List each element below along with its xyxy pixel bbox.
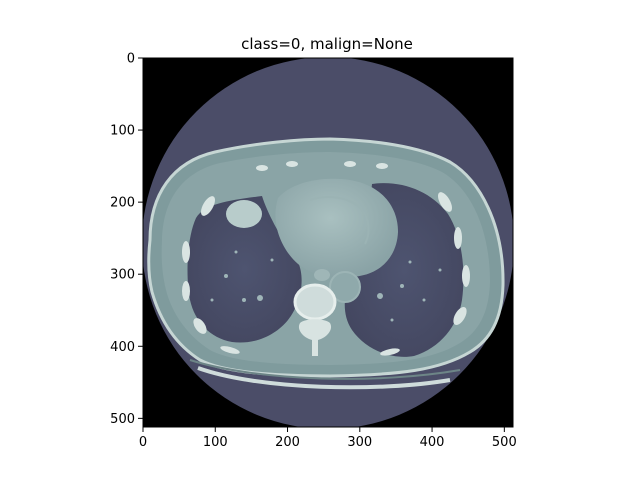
ct-image [143, 58, 513, 427]
y-tick-label: 400 [110, 340, 135, 355]
spinal-canal-and-process [298, 319, 332, 356]
heart [275, 178, 398, 278]
y-tick-label: 500 [110, 412, 135, 427]
left-lung [187, 196, 302, 343]
x-tick-label: 200 [275, 435, 300, 450]
y-tick-label: 100 [110, 124, 135, 139]
y-tick-label: 300 [110, 268, 135, 283]
x-tick-label: 400 [420, 435, 445, 450]
x-axis: 0 100 200 300 400 500 [139, 427, 517, 450]
left-anterior-bright-structure [226, 200, 262, 228]
x-tick-label: 100 [203, 435, 228, 450]
vertebral-body [293, 283, 337, 321]
x-tick-label: 0 [139, 435, 147, 450]
x-tick-label: 500 [492, 435, 517, 450]
scanner-table [197, 366, 451, 390]
heart-wall-detail [309, 196, 370, 245]
x-tick-label: 300 [347, 435, 372, 450]
scanner-table-shadow [189, 359, 461, 380]
y-tick-label: 200 [110, 196, 135, 211]
esophagus [314, 269, 330, 281]
pulmonary-vessels [210, 250, 442, 322]
y-tick-label: 0 [127, 52, 135, 67]
y-axis: 0 100 200 300 400 500 [110, 52, 143, 427]
ribs [182, 161, 470, 356]
chart-title: class=0, malign=None [241, 35, 413, 53]
axes-frame [142, 57, 514, 428]
aorta [329, 271, 361, 303]
